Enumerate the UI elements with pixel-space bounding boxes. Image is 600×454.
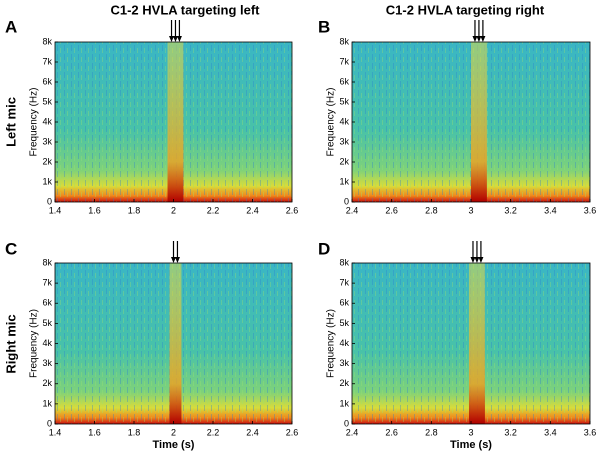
- x-tick-label: 2.4: [346, 205, 359, 215]
- arrow-head: [476, 36, 482, 42]
- x-tick-label: 1.8: [128, 205, 141, 215]
- arrow-head: [478, 257, 484, 263]
- x-tick-label: 1.8: [128, 427, 141, 437]
- y-tick-label: 8k: [339, 36, 349, 46]
- y-tick-label: 1k: [339, 176, 349, 186]
- y-tick-label: 5k: [42, 318, 52, 328]
- x-tick-label: 2.2: [207, 205, 220, 215]
- column-title: C1-2 HVLA targeting right: [386, 2, 545, 17]
- x-tick-label: 2: [171, 427, 176, 437]
- x-tick-label: 2.8: [425, 205, 438, 215]
- row-label: Left mic: [3, 97, 18, 147]
- arrow-head: [169, 36, 175, 42]
- x-axis-label: Time (s): [450, 439, 492, 451]
- y-tick-label: 1k: [339, 398, 349, 408]
- panel: 0 1k 2k 3k 4k 5k 6k 7k 8k 1.4 1.6 1.8 2 2.2 2.4 2.6 C Fre…: [5, 239, 298, 450]
- impulse-streak: [169, 263, 182, 424]
- x-tick-label: 2.6: [286, 427, 299, 437]
- panel: 0 1k 2k 3k 4k 5k 6k 7k 8k 2.4 2.6 2.8 3 3.2 3.4 3.6 D Fre…: [318, 239, 596, 450]
- y-tick-label: 0: [344, 196, 349, 206]
- arrow-head: [176, 36, 182, 42]
- x-tick-label: 3.2: [504, 427, 517, 437]
- y-tick-label: 4k: [42, 338, 52, 348]
- x-tick-label: 2.6: [286, 205, 299, 215]
- x-tick-label: 3.2: [504, 205, 517, 215]
- arrow-head: [472, 36, 478, 42]
- y-tick-label: 5k: [339, 96, 349, 106]
- y-tick-label: 3k: [42, 136, 52, 146]
- x-tick-label: 2.6: [385, 427, 398, 437]
- y-tick-label: 8k: [42, 257, 52, 267]
- y-tick-label: 0: [344, 418, 349, 428]
- y-tick-label: 7k: [42, 278, 52, 288]
- x-tick-label: 2.4: [246, 427, 259, 437]
- y-tick-label: 6k: [42, 76, 52, 86]
- panel: 0 1k 2k 3k 4k 5k 6k 7k 8k 1.4 1.6 1.8 2 2.2 2.4 2.6 A Fre…: [5, 17, 298, 215]
- y-tick-label: 7k: [339, 278, 349, 288]
- y-tick-label: 2k: [42, 156, 52, 166]
- x-tick-label: 1.6: [88, 427, 101, 437]
- x-axis-label: Time (s): [153, 439, 195, 451]
- y-tick-label: 8k: [42, 36, 52, 46]
- y-tick-label: 6k: [42, 298, 52, 308]
- arrow-head: [172, 36, 178, 42]
- arrow-head: [480, 36, 486, 42]
- y-axis-label: Frequency (Hz): [326, 88, 337, 157]
- y-tick-label: 1k: [42, 176, 52, 186]
- arrow-head: [174, 257, 180, 263]
- panel-letter: B: [318, 17, 330, 36]
- panel: 0 1k 2k 3k 4k 5k 6k 7k 8k 2.4 2.6 2.8 3 3.2 3.4 3.6 B Fre…: [318, 17, 596, 215]
- x-tick-label: 2.8: [425, 427, 438, 437]
- x-tick-label: 1.4: [49, 427, 62, 437]
- y-tick-label: 4k: [339, 338, 349, 348]
- column-title: C1-2 HVLA targeting left: [110, 2, 260, 17]
- x-tick-label: 1.4: [49, 205, 62, 215]
- y-tick-label: 2k: [339, 378, 349, 388]
- y-tick-label: 7k: [339, 56, 349, 66]
- x-tick-label: 2.6: [385, 205, 398, 215]
- x-tick-label: 2.4: [346, 427, 359, 437]
- y-tick-label: 4k: [42, 116, 52, 126]
- y-axis-label: Frequency (Hz): [29, 88, 40, 157]
- y-tick-label: 0: [47, 418, 52, 428]
- panel-letter: C: [5, 239, 17, 258]
- x-tick-label: 2.4: [246, 205, 259, 215]
- y-tick-label: 5k: [339, 318, 349, 328]
- arrow-head: [470, 257, 476, 263]
- panel-letter: A: [5, 17, 17, 36]
- y-tick-label: 2k: [42, 378, 52, 388]
- x-tick-label: 2: [171, 205, 176, 215]
- arrow-head: [171, 257, 176, 263]
- x-tick-label: 1.6: [88, 205, 101, 215]
- y-tick-label: 5k: [42, 96, 52, 106]
- x-tick-label: 3: [468, 205, 473, 215]
- y-tick-label: 0: [47, 196, 52, 206]
- y-tick-label: 7k: [42, 56, 52, 66]
- impulse-streak: [167, 42, 184, 202]
- y-tick-label: 4k: [339, 116, 349, 126]
- x-tick-label: 3.6: [584, 427, 597, 437]
- impulse-streak: [468, 263, 485, 424]
- y-tick-label: 8k: [339, 257, 349, 267]
- x-tick-label: 3.4: [544, 427, 557, 437]
- y-tick-label: 2k: [339, 156, 349, 166]
- y-axis-label: Frequency (Hz): [326, 309, 337, 378]
- x-tick-label: 2.2: [207, 427, 220, 437]
- y-tick-label: 6k: [339, 298, 349, 308]
- y-tick-label: 3k: [339, 136, 349, 146]
- impulse-streak: [470, 42, 487, 202]
- x-tick-label: 3.6: [584, 205, 597, 215]
- x-tick-label: 3.4: [544, 205, 557, 215]
- x-tick-label: 3: [468, 427, 473, 437]
- y-tick-label: 3k: [339, 358, 349, 368]
- y-tick-label: 3k: [42, 358, 52, 368]
- panel-letter: D: [318, 239, 330, 258]
- y-tick-label: 6k: [339, 76, 349, 86]
- y-tick-label: 1k: [42, 398, 52, 408]
- y-axis-label: Frequency (Hz): [29, 309, 40, 378]
- arrow-head: [474, 257, 480, 263]
- row-label: Right mic: [3, 314, 18, 373]
